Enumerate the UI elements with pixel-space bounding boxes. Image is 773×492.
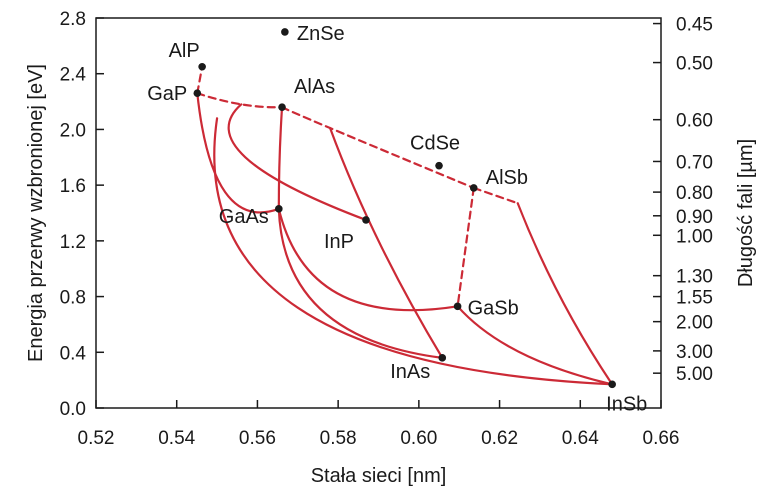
y-tick-label: 0.4: [60, 343, 87, 364]
point-label-insb: InSb: [606, 393, 647, 415]
solid-curve: [277, 207, 444, 359]
x-tick-label: 0.60: [400, 428, 437, 449]
ticks-group: 0.52 0.54 0.56 0.58 0.60 0.62 0.64 0.66 0.0 0.4 0.…: [60, 9, 713, 449]
y-axis-title: Energia przerwy wzbronionej [eV]: [25, 64, 47, 362]
right-tick-label: 5.00: [676, 364, 713, 385]
data-point-gap: [193, 89, 202, 98]
point-label-gaas: GaAs: [219, 206, 269, 228]
axes: [95, 17, 662, 409]
dashed-curve: [456, 186, 475, 308]
point-label-inp: InP: [324, 231, 354, 253]
y-tick-label: 1.6: [60, 176, 86, 197]
solid-curve: [328, 126, 444, 359]
data-point-inp: [362, 216, 370, 224]
point-label-cdse: CdSe: [410, 133, 460, 155]
x-tick-label: 0.62: [481, 428, 518, 449]
y-tick-label: 0.8: [60, 288, 86, 309]
y-tick-label: 2.0: [60, 120, 86, 141]
right-tick-label: 2.00: [676, 313, 713, 334]
dashed-curve: [196, 65, 204, 95]
solid-curve: [196, 92, 280, 214]
right-tick-label: 0.45: [676, 15, 713, 36]
solid-curve: [516, 202, 614, 386]
x-axis-title: Stała sieci [nm]: [311, 465, 447, 487]
solid-curve: [227, 103, 368, 222]
y-tick-label: 2.4: [60, 65, 87, 86]
solid-curve: [277, 106, 284, 210]
point-label-alsb: AlSb: [486, 167, 528, 189]
x-tick-label: 0.54: [158, 428, 195, 449]
y-tick-label: 1.2: [60, 232, 86, 253]
solid-curve: [456, 305, 614, 386]
x-tick-label: 0.58: [320, 428, 357, 449]
y-tick-label: 2.8: [60, 9, 86, 30]
right-tick-label: 0.50: [676, 54, 713, 75]
point-label-alp: AlP: [169, 40, 200, 62]
right-tick-label: 0.90: [676, 207, 713, 228]
dashed-curve: [472, 186, 519, 205]
data-point-insb: [608, 380, 616, 389]
right-tick-label: 1.55: [676, 288, 713, 309]
point-label-alas: AlAs: [294, 76, 335, 98]
point-label-znse: ZnSe: [297, 23, 345, 45]
solid-curve: [213, 117, 614, 386]
data-point-alsb: [469, 184, 478, 192]
right-tick-label: 0.70: [676, 152, 713, 173]
point-label-inas: InAs: [390, 361, 430, 383]
data-point-znse: [281, 28, 289, 36]
points-group: ZnSe AlP GaP AlAs CdSe AlSb GaAs InP GaSb InAs InS…: [147, 23, 647, 415]
point-label-gap: GaP: [147, 83, 187, 105]
right-tick-label: 1.00: [676, 226, 713, 247]
plot-frame: [95, 17, 662, 409]
x-tick-label: 0.56: [239, 428, 276, 449]
right-tick-label: 0.80: [676, 183, 713, 204]
x-tick-label: 0.64: [562, 428, 599, 449]
data-point-gaas: [275, 205, 283, 213]
data-point-cdse: [435, 161, 443, 170]
data-point-alas: [278, 103, 286, 111]
data-point-gasb: [453, 302, 462, 311]
point-label-gasb: GaSb: [468, 297, 519, 319]
right-tick-label: 1.30: [676, 267, 713, 288]
data-point-alp: [198, 62, 206, 71]
data-point-inas: [438, 354, 447, 362]
solid-curve: [277, 207, 459, 312]
x-tick-label: 0.66: [643, 428, 680, 449]
right-tick-label: 0.60: [676, 111, 713, 132]
right-axis-title: Długość fali [µm]: [735, 139, 757, 287]
right-tick-label: 3.00: [676, 342, 713, 363]
y-tick-label: 0.0: [60, 399, 86, 420]
x-tick-label: 0.52: [78, 428, 115, 449]
dashed-curve: [196, 92, 284, 109]
